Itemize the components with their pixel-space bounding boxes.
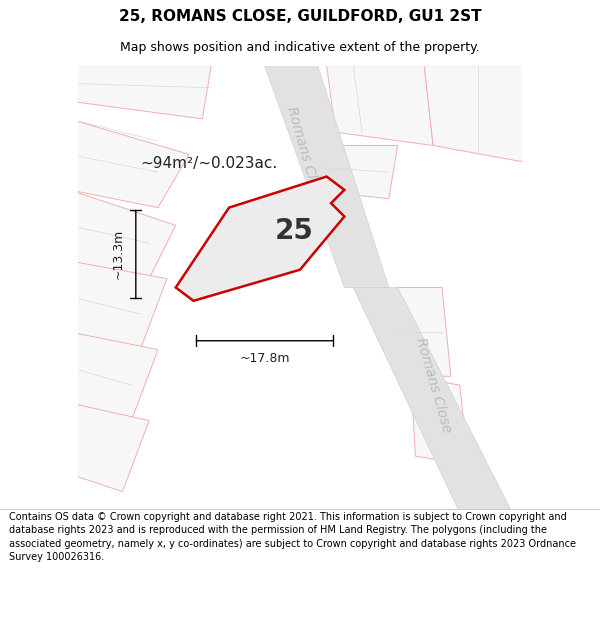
Polygon shape — [398, 288, 451, 376]
Text: ~94m²/~0.023ac.: ~94m²/~0.023ac. — [140, 156, 277, 171]
Polygon shape — [176, 176, 344, 301]
Text: Contains OS data © Crown copyright and database right 2021. This information is : Contains OS data © Crown copyright and d… — [9, 512, 576, 562]
Text: ~17.8m: ~17.8m — [239, 352, 290, 365]
Polygon shape — [309, 146, 398, 199]
Polygon shape — [265, 66, 389, 288]
Polygon shape — [69, 332, 158, 421]
Polygon shape — [69, 66, 211, 119]
Text: ~13.3m: ~13.3m — [112, 229, 125, 279]
Polygon shape — [69, 190, 176, 279]
Text: Romans Close: Romans Close — [413, 336, 454, 434]
Polygon shape — [69, 403, 149, 492]
Text: 25, ROMANS CLOSE, GUILDFORD, GU1 2ST: 25, ROMANS CLOSE, GUILDFORD, GU1 2ST — [119, 9, 481, 24]
Polygon shape — [69, 261, 167, 349]
Text: Map shows position and indicative extent of the property.: Map shows position and indicative extent… — [120, 41, 480, 54]
Polygon shape — [424, 66, 531, 163]
Polygon shape — [411, 376, 469, 465]
Polygon shape — [326, 66, 433, 146]
Text: Romans Close: Romans Close — [284, 105, 325, 204]
Text: 25: 25 — [274, 217, 313, 246]
Polygon shape — [353, 288, 522, 531]
Polygon shape — [69, 119, 189, 208]
